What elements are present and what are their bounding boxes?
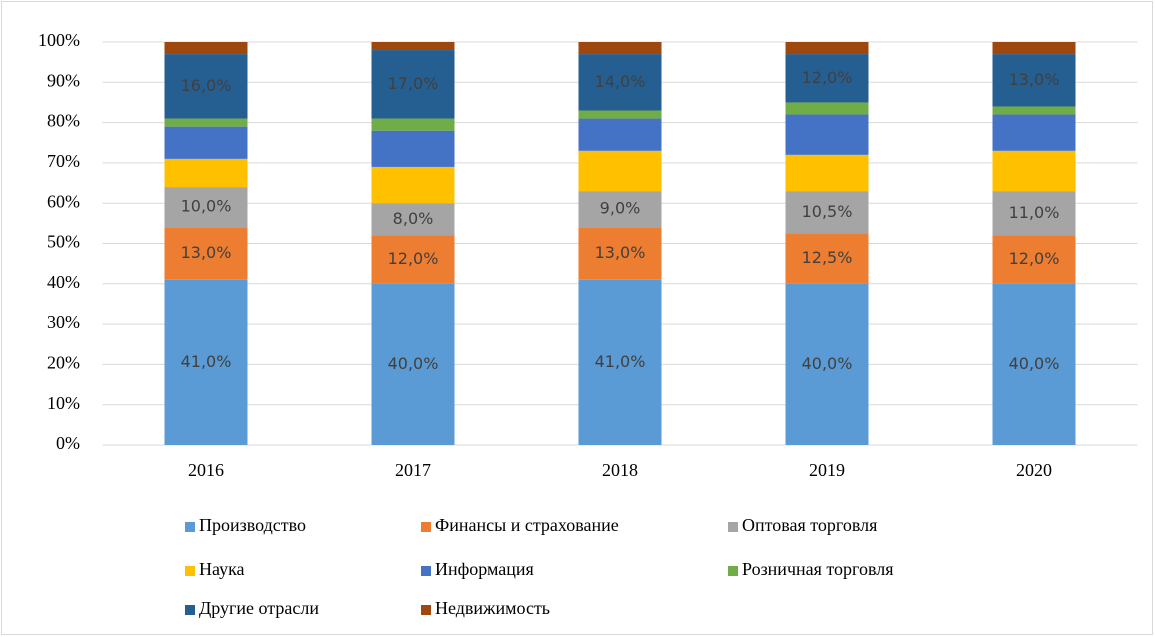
x-tick-label: 2016 [188,460,224,480]
data-label: 17,0% [388,74,439,93]
data-label: 40,0% [1009,354,1060,373]
bar-segment [785,54,869,103]
bar-segment [785,102,869,115]
bar-segment [785,42,869,55]
legend-swatch [421,522,431,532]
data-label: 12,0% [1009,249,1060,268]
data-label: 40,0% [802,354,853,373]
bar-segment [992,150,1076,192]
bar-segment [785,114,869,155]
bar-segment [785,233,869,284]
bar-segment [371,235,455,284]
legend-label: Финансы и страхование [435,515,619,535]
bar-segment [371,50,455,119]
bar-segment [578,227,662,280]
bar-segment [578,118,662,151]
y-tick-label: 70% [47,151,80,171]
data-label: 9,0% [600,199,641,218]
data-label: 41,0% [595,352,646,371]
legend-label: Наука [199,559,245,579]
data-label: 13,0% [595,243,646,262]
bar-segment [164,126,248,159]
data-label: 12,0% [802,68,853,87]
x-tick-label: 2020 [1016,460,1052,480]
bar-segment [578,110,662,119]
y-tick-label: 60% [47,191,80,211]
bar-segment [164,187,248,228]
bar-segment [164,118,248,127]
bar-segment [164,42,248,55]
y-tick-label: 100% [38,30,80,50]
bar-segment [992,283,1076,445]
data-label: 10,5% [802,202,853,221]
bar-segment [578,54,662,111]
legend-label: Производство [199,515,306,535]
y-tick-label: 10% [47,393,80,413]
legend-swatch [728,566,738,576]
data-label: 16,0% [181,76,232,95]
bar-segment [371,118,455,131]
legend-label: Розничная торговля [742,559,893,579]
y-tick-label: 90% [47,70,80,90]
bar-segment [164,158,248,188]
bar-segment [371,166,455,204]
legend-swatch [185,566,195,576]
legend-swatch [185,605,195,615]
data-label: 8,0% [393,209,434,228]
bar-segment [992,106,1076,115]
bar-segment [785,154,869,192]
legend-swatch [421,566,431,576]
bar-segment [164,54,248,119]
data-label: 14,0% [595,72,646,91]
data-label: 12,5% [802,248,853,267]
legend-label: Недвижимость [435,598,550,618]
data-label: 13,0% [181,243,232,262]
data-label: 13,0% [1009,70,1060,89]
legend-swatch [728,522,738,532]
bar-segment [578,42,662,55]
bar-segment [992,42,1076,55]
y-tick-label: 20% [47,353,80,373]
data-label: 12,0% [388,249,439,268]
legend-swatch [421,605,431,615]
x-tick-label: 2019 [809,460,845,480]
legend-label: Оптовая торговля [742,515,877,535]
bar-segment [578,191,662,228]
y-tick-label: 0% [56,433,80,453]
bar-segment [992,54,1076,107]
bar-segment [785,283,869,445]
data-label: 40,0% [388,354,439,373]
bar-segment [371,130,455,167]
bar-segment [371,203,455,236]
x-tick-label: 2017 [395,460,431,480]
legend-label: Другие отрасли [199,598,319,618]
y-tick-label: 40% [47,272,80,292]
bar-segment [371,283,455,445]
bar-segment [785,191,869,234]
x-tick-label: 2018 [602,460,638,480]
data-label: 11,0% [1009,203,1060,222]
bar-segment [578,279,662,445]
legend-label: Информация [435,559,534,579]
legend-swatch [185,522,195,532]
bar-segment [992,191,1076,236]
data-label: 10,0% [181,197,232,216]
data-label: 41,0% [181,352,232,371]
bar-segment [992,235,1076,284]
bar-segment [992,114,1076,151]
y-tick-label: 80% [47,111,80,131]
bar-segment [371,42,455,51]
bar-segment [578,150,662,192]
y-tick-label: 30% [47,312,80,332]
bar-segment [164,279,248,445]
y-tick-label: 50% [47,232,80,252]
bar-segment [164,227,248,280]
